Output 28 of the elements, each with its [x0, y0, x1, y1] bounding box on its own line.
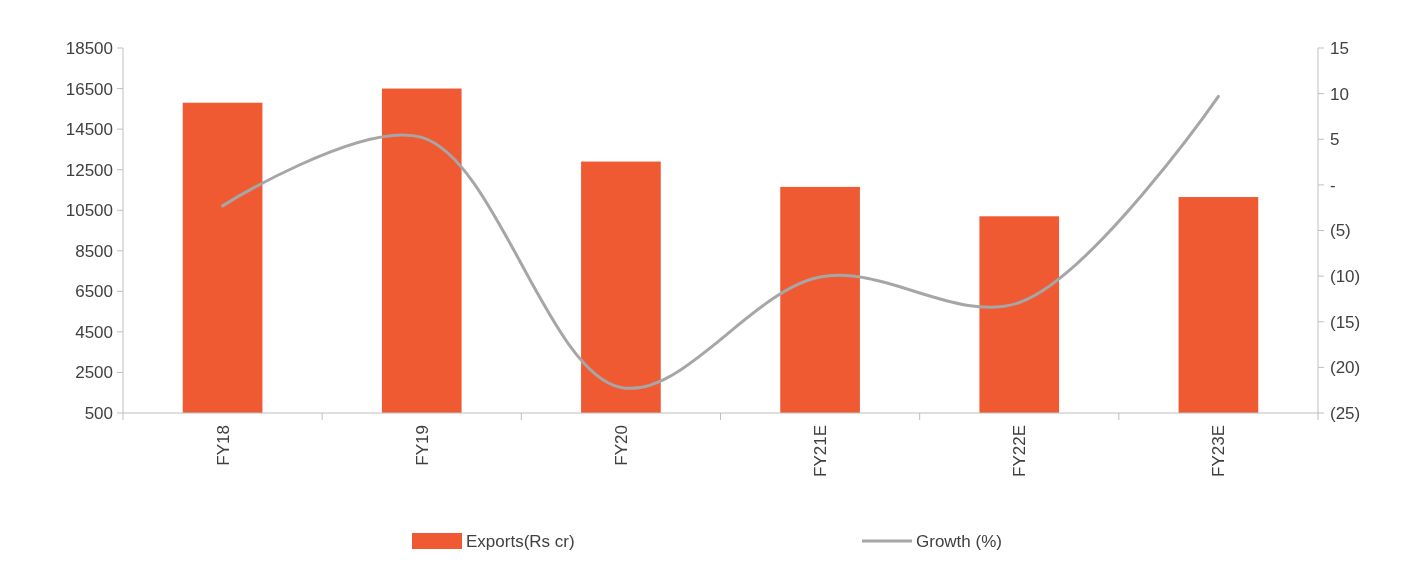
y-tick-label: 8500: [75, 241, 113, 261]
y-tick-label: 16500: [65, 79, 113, 99]
y2-tick-label: (5): [1330, 221, 1351, 241]
y2-tick-label: 5: [1330, 130, 1340, 150]
x-tick-label: FY23E: [1209, 425, 1229, 477]
x-tick-label: FY22E: [1010, 425, 1030, 477]
y2-tick-label: 10: [1330, 84, 1349, 104]
y-tick-label: 14500: [65, 120, 113, 140]
legend-label: Growth (%): [916, 531, 1002, 551]
y-tick-label: 12500: [65, 160, 113, 180]
x-tick-label: FY18: [213, 425, 233, 466]
y-tick-label: 6500: [75, 282, 113, 302]
x-tick-label: FY19: [412, 425, 432, 466]
x-tick-label: FY20: [611, 425, 631, 466]
y-tick-label: 2500: [75, 363, 113, 383]
y2-tick-label: 15: [1330, 38, 1349, 58]
y-tick-label: 4500: [75, 322, 113, 342]
line-series: [221, 94, 1220, 390]
y-tick-label: 10500: [65, 201, 113, 221]
y2-tick-label: (20): [1330, 358, 1361, 378]
legend-label: Exports(Rs cr): [466, 531, 575, 551]
y2-tick-label: (10): [1330, 267, 1361, 287]
y-tick-label: 18500: [65, 38, 113, 58]
x-tick-label: FY21E: [811, 425, 831, 477]
y-tick-label: 500: [84, 403, 113, 423]
y2-tick-label: (15): [1330, 312, 1361, 332]
y2-tick-label: -: [1330, 175, 1336, 195]
y2-tick-label: (25): [1330, 403, 1361, 423]
